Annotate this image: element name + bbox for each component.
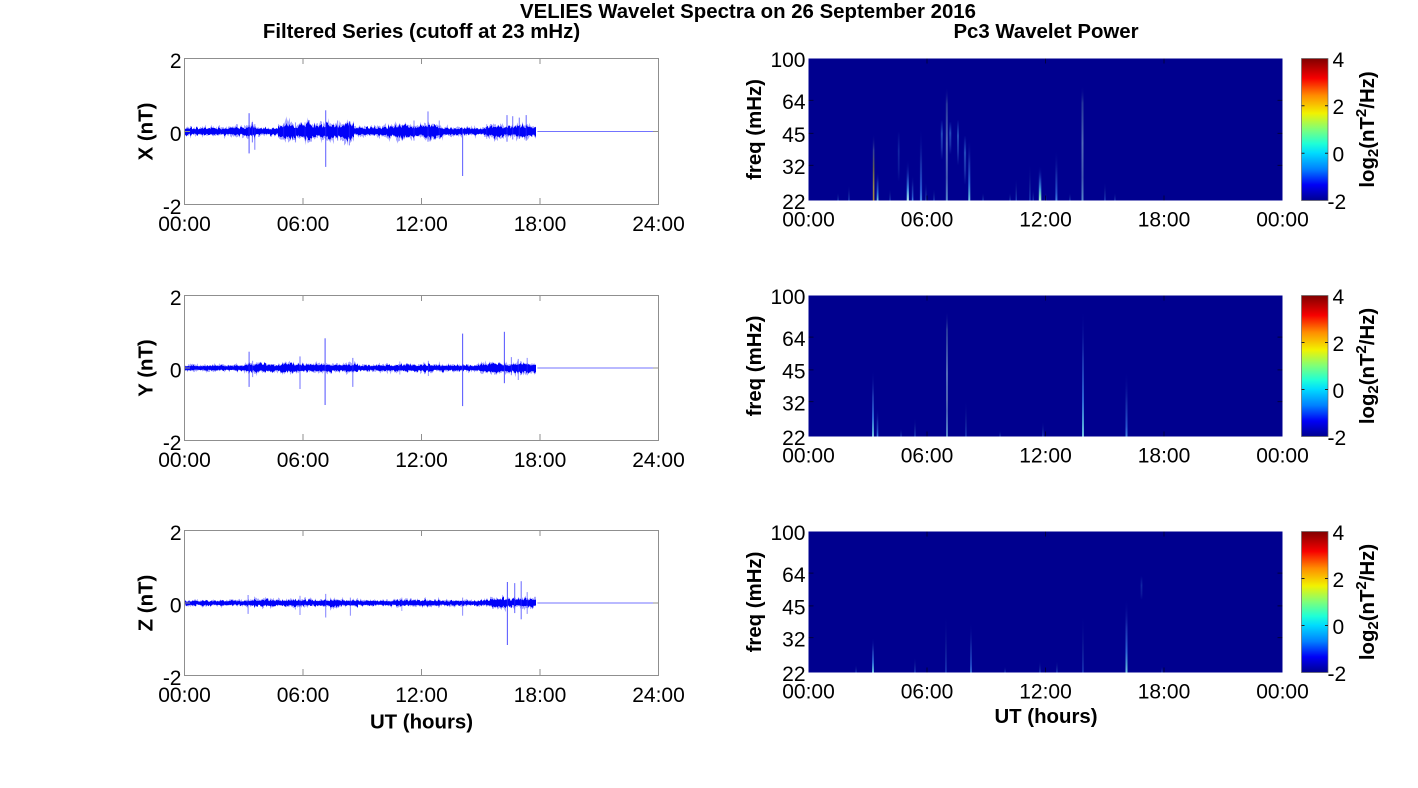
svg-text:2: 2 bbox=[170, 287, 182, 310]
svg-text:00:00: 00:00 bbox=[1256, 209, 1309, 232]
svg-text:18:00: 18:00 bbox=[1138, 681, 1191, 704]
svg-text:2: 2 bbox=[1333, 569, 1345, 592]
svg-text:0: 0 bbox=[170, 360, 182, 383]
svg-text:0: 0 bbox=[1333, 144, 1345, 167]
svg-text:freq (mHz): freq (mHz) bbox=[744, 316, 766, 417]
svg-text:2: 2 bbox=[1333, 333, 1345, 356]
svg-text:00:00: 00:00 bbox=[782, 681, 835, 704]
svg-text:18:00: 18:00 bbox=[514, 684, 567, 707]
svg-text:45: 45 bbox=[782, 124, 805, 147]
svg-text:UT (hours): UT (hours) bbox=[370, 712, 473, 734]
svg-text:24:00: 24:00 bbox=[632, 684, 685, 707]
svg-text:64: 64 bbox=[782, 328, 806, 351]
svg-text:12:00: 12:00 bbox=[395, 449, 448, 472]
svg-text:12:00: 12:00 bbox=[1019, 445, 1072, 468]
svg-text:-2: -2 bbox=[1328, 191, 1347, 214]
svg-text:0: 0 bbox=[1333, 616, 1345, 639]
svg-text:100: 100 bbox=[770, 49, 805, 72]
svg-text:0: 0 bbox=[170, 595, 182, 618]
svg-text:100: 100 bbox=[770, 286, 805, 309]
svg-text:00:00: 00:00 bbox=[158, 684, 211, 707]
svg-text:100: 100 bbox=[770, 522, 805, 545]
svg-text:06:00: 06:00 bbox=[277, 213, 330, 236]
svg-text:00:00: 00:00 bbox=[782, 445, 835, 468]
svg-text:22: 22 bbox=[782, 427, 805, 450]
svg-text:log2(nT2/Hz): log2(nT2/Hz) bbox=[1353, 71, 1382, 187]
svg-text:22: 22 bbox=[782, 663, 805, 686]
svg-text:4: 4 bbox=[1333, 286, 1345, 309]
svg-text:Pc3 Wavelet Power: Pc3 Wavelet Power bbox=[953, 21, 1138, 43]
svg-text:-2: -2 bbox=[1328, 427, 1347, 450]
svg-text:log2(nT2/Hz): log2(nT2/Hz) bbox=[1353, 544, 1382, 660]
svg-text:X (nT): X (nT) bbox=[136, 103, 158, 161]
svg-text:06:00: 06:00 bbox=[901, 681, 954, 704]
svg-text:18:00: 18:00 bbox=[1138, 209, 1191, 232]
svg-text:UT (hours): UT (hours) bbox=[994, 706, 1097, 728]
svg-text:12:00: 12:00 bbox=[395, 213, 448, 236]
svg-text:24:00: 24:00 bbox=[632, 449, 685, 472]
svg-text:Y (nT): Y (nT) bbox=[136, 339, 158, 396]
svg-text:45: 45 bbox=[782, 597, 805, 620]
svg-text:-2: -2 bbox=[1328, 663, 1347, 686]
svg-text:24:00: 24:00 bbox=[632, 213, 685, 236]
svg-text:64: 64 bbox=[782, 564, 806, 587]
svg-text:freq (mHz): freq (mHz) bbox=[744, 79, 766, 180]
svg-text:00:00: 00:00 bbox=[1256, 445, 1309, 468]
svg-text:freq (mHz): freq (mHz) bbox=[744, 552, 766, 653]
svg-text:22: 22 bbox=[782, 191, 805, 214]
svg-text:06:00: 06:00 bbox=[901, 209, 954, 232]
svg-text:12:00: 12:00 bbox=[395, 684, 448, 707]
svg-text:06:00: 06:00 bbox=[277, 684, 330, 707]
svg-text:45: 45 bbox=[782, 361, 805, 384]
svg-text:4: 4 bbox=[1333, 522, 1345, 545]
svg-text:4: 4 bbox=[1333, 49, 1345, 72]
svg-text:12:00: 12:00 bbox=[1019, 209, 1072, 232]
svg-text:32: 32 bbox=[782, 392, 805, 415]
svg-text:18:00: 18:00 bbox=[514, 213, 567, 236]
svg-text:18:00: 18:00 bbox=[1138, 445, 1191, 468]
svg-text:64: 64 bbox=[782, 91, 806, 114]
svg-text:00:00: 00:00 bbox=[158, 213, 211, 236]
svg-text:18:00: 18:00 bbox=[514, 449, 567, 472]
svg-text:06:00: 06:00 bbox=[901, 445, 954, 468]
svg-text:-2: -2 bbox=[163, 667, 182, 690]
svg-text:2: 2 bbox=[170, 50, 182, 73]
svg-text:-2: -2 bbox=[163, 196, 182, 219]
svg-text:VELIES Wavelet Spectra on 26 S: VELIES Wavelet Spectra on 26 September 2… bbox=[520, 1, 976, 23]
svg-text:0: 0 bbox=[170, 123, 182, 146]
svg-text:12:00: 12:00 bbox=[1019, 681, 1072, 704]
svg-text:log2(nT2/Hz): log2(nT2/Hz) bbox=[1353, 308, 1382, 424]
svg-text:32: 32 bbox=[782, 156, 805, 179]
svg-text:-2: -2 bbox=[163, 432, 182, 455]
svg-text:00:00: 00:00 bbox=[1256, 681, 1309, 704]
svg-text:2: 2 bbox=[1333, 96, 1345, 119]
svg-text:00:00: 00:00 bbox=[158, 449, 211, 472]
svg-text:Z (nT): Z (nT) bbox=[136, 575, 158, 632]
svg-text:00:00: 00:00 bbox=[782, 209, 835, 232]
svg-text:Filtered Series (cutoff at 23: Filtered Series (cutoff at 23 mHz) bbox=[263, 21, 580, 43]
svg-text:2: 2 bbox=[170, 522, 182, 545]
svg-text:32: 32 bbox=[782, 628, 805, 651]
svg-text:06:00: 06:00 bbox=[277, 449, 330, 472]
svg-text:0: 0 bbox=[1333, 380, 1345, 403]
